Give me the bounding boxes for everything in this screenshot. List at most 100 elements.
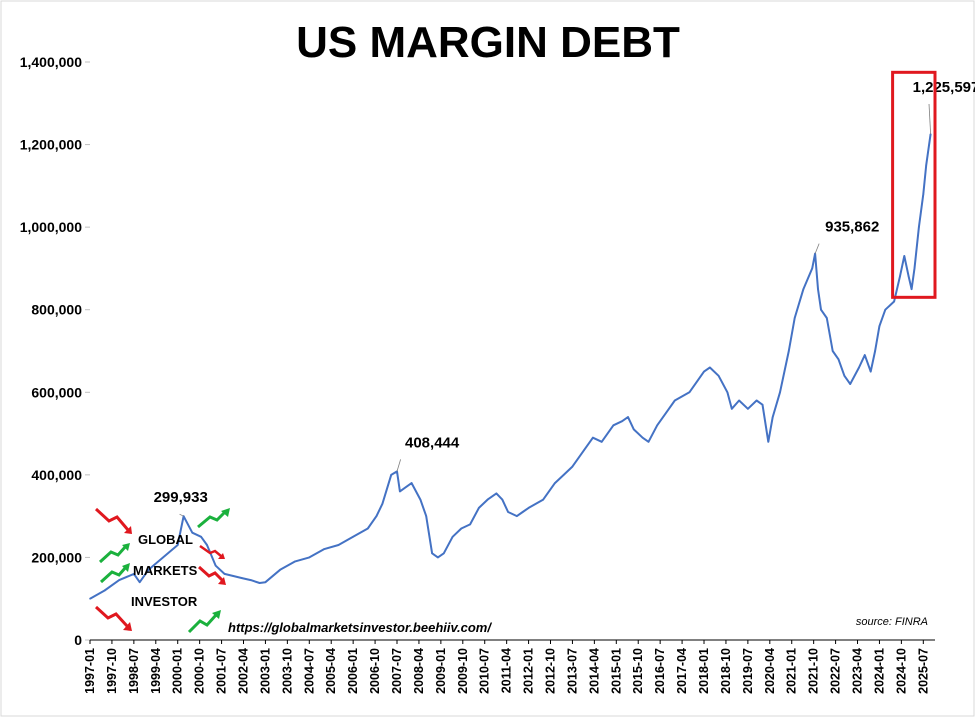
x-tick-label: 2005-04 xyxy=(324,648,338,694)
x-tick-label: 2001-07 xyxy=(215,648,229,694)
data-point xyxy=(837,358,840,361)
data-point xyxy=(592,436,594,439)
x-tick-label: 2025-07 xyxy=(916,648,930,694)
data-label: 935,862 xyxy=(825,219,879,236)
x-tick-label: 2024-01 xyxy=(872,648,886,694)
data-point xyxy=(451,536,454,538)
data-point xyxy=(118,579,120,581)
data-point xyxy=(820,308,822,311)
y-tick-label: 1,200,000 xyxy=(20,137,82,153)
data-point xyxy=(788,350,790,352)
data-point xyxy=(410,482,413,484)
data-point xyxy=(390,474,393,476)
data-point xyxy=(138,581,141,583)
data-point xyxy=(308,556,311,559)
x-tick-label: 2007-07 xyxy=(390,648,404,694)
data-point xyxy=(200,536,202,538)
data-point xyxy=(554,482,556,484)
x-tick-label: 2014-04 xyxy=(587,648,601,694)
data-point xyxy=(627,416,629,418)
x-tick-label: 2009-01 xyxy=(434,648,448,694)
data-point xyxy=(250,579,252,581)
data-point xyxy=(647,441,650,443)
chart-title: US MARGIN DEBT xyxy=(296,18,680,67)
data-point xyxy=(89,597,91,600)
x-tick-label: 2013-07 xyxy=(565,648,579,694)
y-tick-label: 400,000 xyxy=(31,467,82,483)
x-tick-label: 2015-01 xyxy=(609,648,623,694)
x-tick-label: 2018-10 xyxy=(719,648,733,694)
source-url-link[interactable]: https://globalmarketsinvestor.beehiiv.co… xyxy=(228,620,492,635)
data-point xyxy=(162,556,164,559)
x-tick-label: 2003-01 xyxy=(258,648,272,694)
data-point xyxy=(323,548,325,550)
data-point xyxy=(223,573,226,575)
data-point xyxy=(583,449,585,451)
data-point xyxy=(405,486,407,489)
x-tick-label: 2021-01 xyxy=(785,648,799,694)
data-point xyxy=(726,391,729,394)
data-point xyxy=(147,569,150,571)
data-point xyxy=(375,515,378,517)
trend-down-arrowhead-icon xyxy=(124,526,132,534)
data-point xyxy=(214,564,217,567)
data-point xyxy=(399,490,401,493)
x-tick-label: 2003-10 xyxy=(280,648,294,694)
logo-line-investor: INVESTOR xyxy=(131,594,198,609)
x-tick-label: 2010-07 xyxy=(478,648,492,694)
data-point xyxy=(767,441,770,443)
x-tick-label: 2024-10 xyxy=(894,648,908,694)
logo-line-global: GLOBAL xyxy=(138,532,193,547)
data-point xyxy=(612,424,615,427)
x-tick-label: 2000-10 xyxy=(193,648,207,694)
data-point xyxy=(495,492,498,495)
data-point xyxy=(381,503,384,505)
data-point xyxy=(241,577,243,579)
data-point xyxy=(893,300,895,303)
x-tick-label: 2016-07 xyxy=(653,648,667,694)
x-tick-label: 2011-04 xyxy=(500,648,514,693)
data-point xyxy=(665,412,667,414)
data-point xyxy=(542,498,544,501)
y-tick-label: 1,000,000 xyxy=(20,219,82,235)
data-point xyxy=(869,370,872,373)
data-point xyxy=(264,581,267,583)
data-point xyxy=(779,391,781,394)
trend-up-arrow-icon xyxy=(197,510,227,529)
x-tick-label: 2018-01 xyxy=(697,648,711,694)
data-point xyxy=(755,399,758,402)
trend-up-arrowhead-icon xyxy=(212,610,221,619)
data-point xyxy=(516,515,518,517)
data-point xyxy=(103,589,106,592)
trend-down-arrowhead-icon xyxy=(218,577,226,585)
data-label-leader xyxy=(928,103,932,135)
x-tick-label: 1998-07 xyxy=(127,648,141,694)
x-tick-label: 2009-10 xyxy=(456,648,470,694)
data-label-leader xyxy=(396,459,401,472)
data-point xyxy=(367,527,369,530)
data-point xyxy=(703,370,705,373)
series-line-margin-debt xyxy=(89,133,932,600)
data-point xyxy=(258,582,261,584)
data-point xyxy=(878,325,881,328)
x-tick-label: 2015-10 xyxy=(631,648,645,694)
x-tick-label: 1997-01 xyxy=(83,648,97,694)
data-point xyxy=(793,317,796,319)
data-point xyxy=(501,498,504,501)
data-point xyxy=(910,288,913,290)
data-point xyxy=(486,498,489,501)
data-point xyxy=(925,164,927,166)
data-label: 408,444 xyxy=(405,434,460,451)
data-point xyxy=(443,552,445,555)
annotations-group: 299,933 408,444 935,862 1,225,597 xyxy=(154,79,975,517)
x-axis: 1997-01 1997-10 1998-07 1999-04 2000-01 2000-… xyxy=(83,640,930,694)
logo-line-markets: MARKETS xyxy=(133,563,198,578)
data-point xyxy=(817,288,819,290)
data-point xyxy=(858,366,860,369)
data-point xyxy=(527,507,530,509)
data-point xyxy=(425,515,428,517)
data-point xyxy=(437,556,439,559)
data-point xyxy=(337,544,340,546)
data-point xyxy=(507,511,509,513)
data-point xyxy=(206,544,208,546)
